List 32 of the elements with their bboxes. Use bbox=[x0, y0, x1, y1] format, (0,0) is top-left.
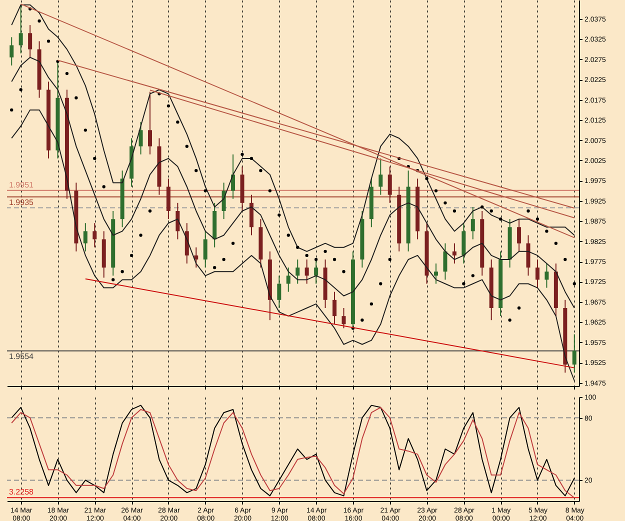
candlestick bbox=[544, 263, 549, 288]
candlestick bbox=[452, 242, 456, 264]
candlestick bbox=[10, 36, 14, 66]
candlestick bbox=[434, 263, 438, 284]
ref-line-label: 1.9935 bbox=[9, 198, 34, 207]
ref-line-label: 3.2258 bbox=[9, 488, 34, 497]
candlestick bbox=[92, 222, 97, 248]
ref-line-label: 1.9554 bbox=[9, 352, 34, 361]
candlestick bbox=[304, 258, 309, 284]
candlestick bbox=[277, 275, 282, 308]
candlestick bbox=[342, 307, 346, 329]
candlestick bbox=[296, 258, 300, 284]
candlestick bbox=[203, 230, 208, 268]
line-series bbox=[11, 109, 575, 382]
candlestick bbox=[18, 4, 23, 54]
candlestick bbox=[572, 334, 576, 374]
candlestick bbox=[231, 154, 236, 200]
candlestick bbox=[517, 218, 522, 252]
ref-line-label: 1.9951 bbox=[9, 180, 34, 190]
line-series bbox=[11, 56, 575, 308]
candlestick bbox=[378, 158, 383, 196]
candlestick bbox=[28, 24, 32, 58]
candlestick bbox=[148, 91, 152, 155]
candlestick bbox=[176, 202, 180, 240]
candlestick bbox=[332, 291, 337, 325]
candlestick bbox=[83, 222, 88, 252]
candlestick bbox=[470, 206, 475, 240]
candlestick bbox=[138, 122, 143, 155]
candlestick bbox=[535, 258, 540, 288]
candlestick bbox=[388, 166, 392, 204]
candlestick bbox=[443, 242, 448, 280]
candlestick bbox=[286, 267, 290, 292]
